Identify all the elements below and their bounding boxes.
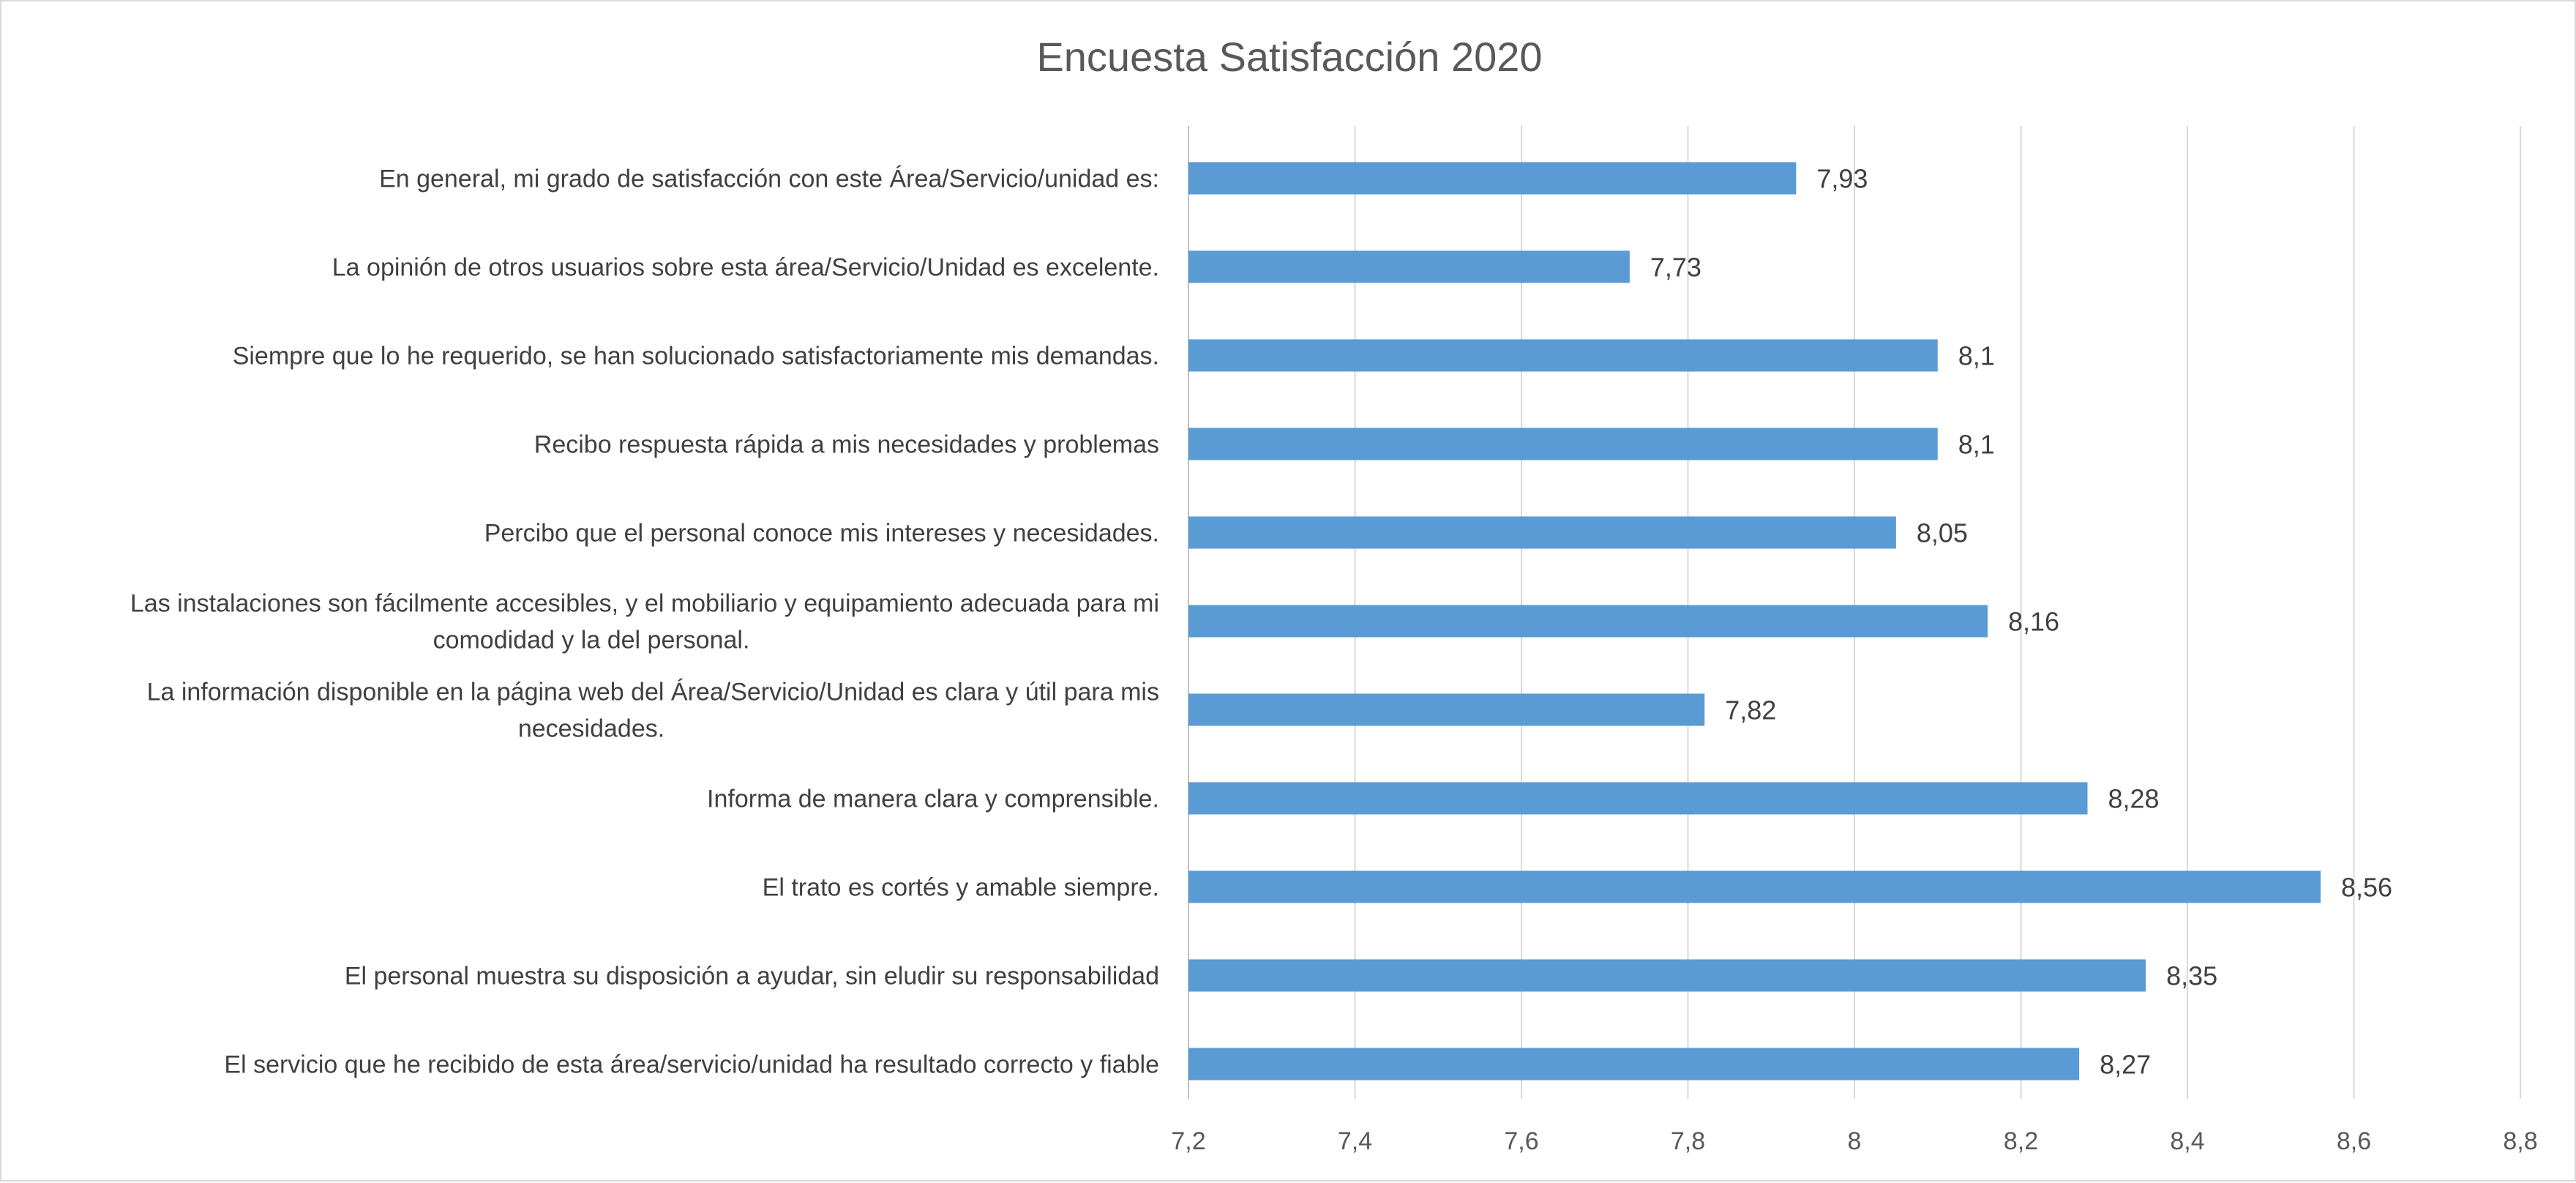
data-label: 8,56 xyxy=(2341,873,2392,903)
bar xyxy=(1188,693,1705,726)
category-label: La opinión de otros usuarios sobre esta … xyxy=(332,254,1159,282)
data-label: 8,1 xyxy=(1958,430,1995,460)
data-label: 7,73 xyxy=(1650,253,1701,283)
bar xyxy=(1188,959,2146,992)
data-label: 8,27 xyxy=(2100,1050,2151,1080)
data-label: 8,28 xyxy=(2108,784,2160,814)
bar xyxy=(1188,250,1630,283)
x-tick-label: 7,4 xyxy=(1338,1127,1372,1155)
category-label: Percibo que el personal conoce mis inter… xyxy=(484,520,1159,548)
data-label: 8,05 xyxy=(1917,518,1968,548)
category-label: En general, mi grado de satisfacción con… xyxy=(379,165,1159,193)
category-label: Siempre que lo he requerido, se han solu… xyxy=(233,343,1159,370)
data-labels: 7,93 7,73 8,1 8,1 8,05 8,16 7,82 8,28 8,56 8,35 8,… xyxy=(1650,164,2392,1080)
category-label: El trato es cortés y amable siempre. xyxy=(763,874,1159,902)
data-label: 7,93 xyxy=(1816,164,1868,194)
x-tick-label: 8,2 xyxy=(2004,1127,2038,1155)
data-label: 8,1 xyxy=(1958,341,1995,371)
x-tick-label: 7,8 xyxy=(1671,1127,1705,1155)
category-label: El personal muestra su disposición a ayu… xyxy=(345,963,1159,990)
bar xyxy=(1188,162,1797,195)
bars xyxy=(1188,162,2321,1081)
category-labels: En general, mi grado de satisfacción con… xyxy=(130,165,1159,1079)
bar xyxy=(1188,1048,2080,1081)
data-label: 8,35 xyxy=(2166,961,2217,991)
x-tick-label: 7,6 xyxy=(1504,1127,1538,1155)
bar xyxy=(1188,782,2088,815)
category-label: Informa de manera clara y comprensible. xyxy=(707,785,1159,813)
x-tick-label: 8,4 xyxy=(2170,1127,2204,1155)
data-label: 8,16 xyxy=(2008,607,2059,637)
category-label: Las instalaciones son fácilmente accesib… xyxy=(130,590,1159,654)
category-label: Recibo respuesta rápida a mis necesidade… xyxy=(534,431,1159,459)
category-label: La información disponible en la página w… xyxy=(147,679,1159,743)
bar xyxy=(1188,516,1896,549)
data-label: 7,82 xyxy=(1725,695,1776,725)
bar xyxy=(1188,339,1938,372)
x-axis-tick-labels: 7,2 7,4 7,6 7,8 8 8,2 8,4 8,6 8,8 xyxy=(1171,1127,2537,1155)
x-tick-label: 8,8 xyxy=(2503,1127,2537,1155)
x-tick-label: 8 xyxy=(1848,1127,1862,1155)
chart-title: Encuesta Satisfacción 2020 xyxy=(1036,34,1542,80)
bar xyxy=(1188,870,2321,903)
bar xyxy=(1188,428,1938,460)
x-tick-label: 7,2 xyxy=(1171,1127,1205,1155)
bar xyxy=(1188,605,1988,638)
x-tick-label: 8,6 xyxy=(2337,1127,2371,1155)
category-label: El servicio que he recibido de esta área… xyxy=(224,1051,1159,1079)
